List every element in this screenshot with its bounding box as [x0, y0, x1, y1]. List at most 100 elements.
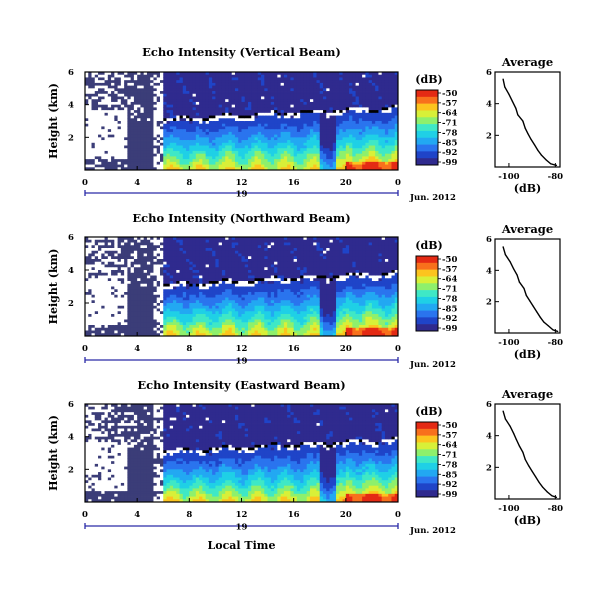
heatmap-cell	[274, 156, 278, 160]
heatmap-cell	[85, 99, 89, 103]
heatmap-cell	[88, 250, 92, 254]
heatmap-cell	[117, 159, 122, 163]
heatmap-cell	[394, 159, 399, 163]
heatmap-cell	[326, 115, 330, 119]
heatmap-cell	[137, 264, 141, 268]
heatmap-cell	[306, 142, 311, 146]
heatmap-cell	[166, 80, 171, 84]
heatmap-cell	[127, 261, 132, 265]
heatmap-cell	[117, 319, 122, 323]
heatmap-cell	[163, 88, 167, 92]
heatmap-cell	[176, 264, 180, 268]
heatmap-cell	[143, 118, 148, 122]
heatmap-cell	[146, 148, 151, 152]
heatmap-cell	[159, 253, 164, 257]
heatmap-cell	[368, 91, 373, 95]
heatmap-cell	[365, 142, 370, 146]
heatmap-cell	[124, 91, 128, 95]
heatmap-cell	[371, 85, 376, 89]
heatmap-cell	[182, 121, 187, 125]
heatmap-cell	[362, 150, 366, 155]
heatmap-cell	[176, 153, 180, 157]
heatmap-cell	[306, 129, 311, 133]
heatmap-cell	[277, 129, 282, 133]
heatmap-cell	[195, 319, 200, 323]
heatmap-cell	[365, 85, 370, 89]
heatmap-cell	[277, 164, 282, 168]
heatmap-cell	[296, 104, 301, 108]
heatmap-cell	[150, 272, 154, 276]
heatmap-cell	[179, 134, 184, 138]
heatmap-cell	[202, 121, 207, 125]
heatmap-cell	[199, 239, 203, 243]
heatmap-cell	[111, 283, 115, 287]
heatmap-cell	[166, 316, 171, 320]
heatmap-cell	[309, 107, 314, 111]
heatmap-cell	[241, 77, 246, 81]
heatmap-cell	[218, 118, 223, 122]
heatmap-cell	[326, 167, 330, 171]
heatmap-cell	[159, 311, 164, 315]
heatmap-cell	[248, 101, 252, 106]
heatmap-cell	[391, 148, 396, 152]
heatmap-cell	[176, 118, 180, 122]
heatmap-cell	[114, 96, 118, 100]
heatmap-cell	[261, 150, 265, 155]
heatmap-cell	[225, 131, 229, 136]
heatmap-cell	[186, 245, 190, 249]
heatmap-cell	[186, 134, 190, 138]
heatmap-cell	[202, 140, 207, 144]
heatmap-cell	[101, 99, 105, 103]
heatmap-cell	[313, 148, 317, 152]
heatmap-cell	[124, 319, 128, 323]
heatmap-cell	[166, 325, 171, 329]
heatmap-cell	[127, 311, 132, 315]
heatmap-cell	[117, 91, 122, 95]
heatmap-cell	[277, 74, 282, 78]
heatmap-cell	[107, 305, 112, 309]
heatmap-cell	[182, 93, 187, 97]
heatmap-cell	[189, 72, 193, 76]
heatmap-cell	[332, 131, 337, 136]
heatmap-cell	[319, 99, 324, 103]
heatmap-cell	[179, 112, 184, 116]
heatmap-cell	[342, 153, 347, 157]
heatmap-cell	[94, 82, 99, 87]
heatmap-cell	[176, 272, 180, 276]
heatmap-cell	[166, 311, 171, 315]
heatmap-cell	[251, 82, 255, 87]
heatmap-cell	[88, 142, 92, 146]
heatmap-cell	[215, 96, 220, 100]
heatmap-cell	[124, 153, 128, 157]
heatmap-cell	[166, 104, 171, 108]
heatmap-cell	[98, 270, 102, 274]
heatmap-cell	[107, 129, 112, 133]
heatmap-cell	[150, 237, 154, 241]
heatmap-cell	[88, 137, 92, 141]
heatmap-cell	[234, 159, 239, 163]
heatmap-cell	[120, 314, 125, 318]
heatmap-cell	[306, 150, 311, 155]
heatmap-cell	[159, 104, 164, 108]
heatmap-cell	[124, 118, 128, 122]
heatmap-cell	[104, 261, 109, 265]
heatmap-cell	[179, 314, 184, 318]
heatmap-cell	[143, 245, 148, 249]
heatmap-cell	[137, 319, 141, 323]
heatmap-cell	[248, 150, 252, 155]
heatmap-cell	[85, 316, 89, 320]
heatmap-cell	[290, 142, 295, 146]
heatmap-cell	[85, 77, 89, 81]
heatmap-cell	[313, 131, 317, 136]
heatmap-cell	[221, 80, 226, 84]
heatmap-cell	[339, 153, 343, 157]
heatmap-cell	[244, 129, 249, 133]
y-tick-label: 4	[68, 101, 74, 111]
heatmap-cell	[117, 145, 122, 149]
heatmap-cell	[117, 150, 122, 155]
heatmap-cell	[352, 167, 357, 171]
heatmap-cell	[179, 297, 184, 301]
heatmap-cell	[114, 286, 118, 290]
heatmap-cell	[290, 161, 295, 165]
heatmap-cell	[127, 112, 132, 116]
